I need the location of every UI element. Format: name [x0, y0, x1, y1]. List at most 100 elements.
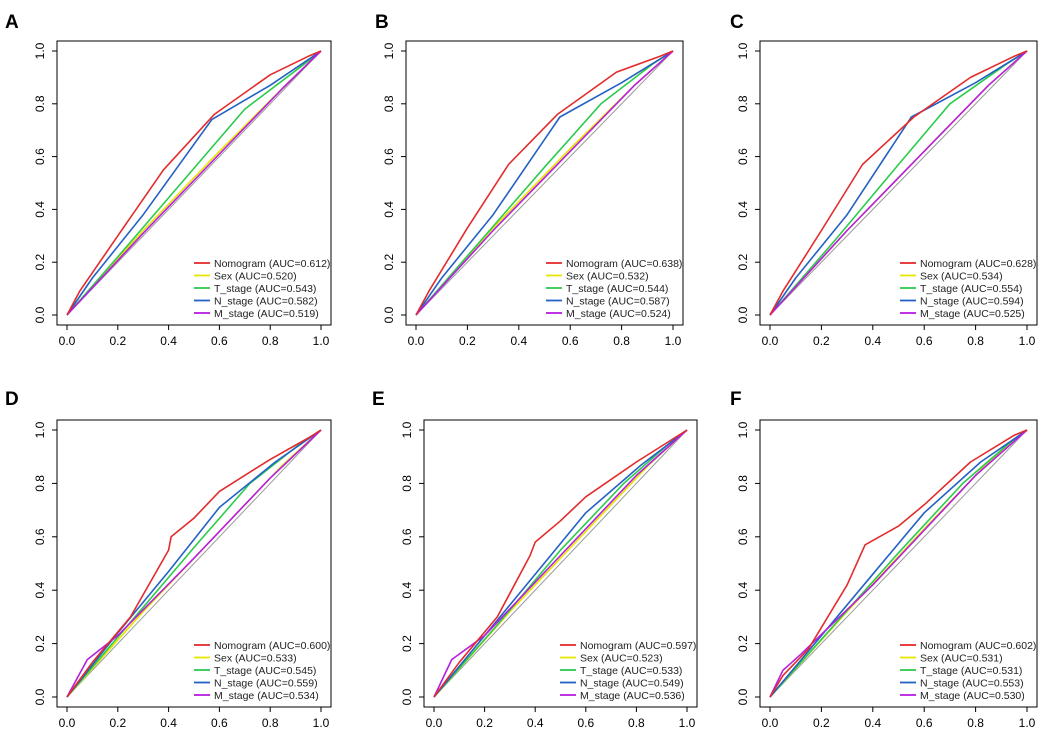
y-tick-label: 0.2 — [400, 635, 414, 652]
legend-label: M_stage (AUC=0.519) — [214, 308, 319, 320]
y-tick-label: 0.4 — [382, 201, 396, 218]
legend-label: M_stage (AUC=0.525) — [920, 308, 1025, 320]
roc-curve-m-stage — [433, 429, 688, 698]
roc-panel-f: F 0.0 0.2 0.4 0.6 0.8 1.0 0.0 0.2 0.4 0.6 0.8 1.0 Nom… — [730, 389, 1038, 730]
x-tick-label: 0.4 — [527, 716, 544, 730]
x-tick-label: 0.0 — [59, 716, 76, 730]
x-tick-label: 0.0 — [762, 334, 779, 348]
y-tick-label: 0.0 — [33, 306, 47, 323]
legend-label: N_stage (AUC=0.553) — [920, 677, 1024, 689]
legend-label: Sex (AUC=0.523) — [580, 652, 663, 664]
y-tick-label: 0.4 — [33, 582, 47, 599]
legend-box — [894, 636, 1034, 704]
legend: Nomogram (AUC=0.602)Sex (AUC=0.531)T_sta… — [894, 636, 1036, 704]
legend-label: Nomogram (AUC=0.597) — [580, 640, 696, 652]
x-tick-label: 0.4 — [160, 334, 177, 348]
y-tick-label: 1.0 — [736, 42, 750, 59]
roc-curve-nomogram — [769, 429, 1028, 698]
roc-curve-n-stage — [66, 50, 322, 316]
x-tick-label: 0.2 — [476, 716, 493, 730]
x-tick-label: 0.8 — [613, 334, 630, 348]
roc-curve-nomogram — [66, 50, 322, 316]
x-tick-label: 0.4 — [510, 334, 527, 348]
x-tick-label: 0.2 — [109, 334, 126, 348]
y-tick-label: 0.8 — [382, 95, 396, 112]
y-tick-label: 1.0 — [382, 42, 396, 59]
roc-curve-nomogram — [66, 429, 322, 698]
x-tick-label: 0.8 — [628, 716, 645, 730]
reference-diagonal — [433, 429, 688, 698]
x-tick-label: 0.6 — [916, 334, 933, 348]
legend: Nomogram (AUC=0.597)Sex (AUC=0.523)T_sta… — [554, 636, 696, 704]
legend-label: N_stage (AUC=0.582) — [214, 295, 318, 307]
plot-frame — [56, 419, 332, 708]
roc-curve-nomogram — [769, 50, 1028, 316]
y-tick-label: 0.2 — [33, 635, 47, 652]
panel-letter: A — [5, 12, 19, 33]
legend-label: Nomogram (AUC=0.602) — [920, 640, 1036, 652]
legend-label: T_stage (AUC=0.544) — [566, 283, 668, 295]
y-tick-label: 0.6 — [33, 528, 47, 545]
y-tick-label: 0.2 — [736, 254, 750, 271]
x-tick-label: 0.8 — [967, 716, 984, 730]
roc-curve-n-stage — [433, 429, 688, 698]
reference-diagonal — [769, 50, 1028, 316]
legend-label: Nomogram (AUC=0.628) — [920, 258, 1036, 270]
x-tick-label: 0.0 — [408, 334, 425, 348]
plot-frame — [759, 419, 1038, 708]
y-tick-label: 0.6 — [736, 528, 750, 545]
y-tick-label: 0.0 — [736, 688, 750, 705]
panel-letter: F — [730, 389, 742, 410]
legend-label: M_stage (AUC=0.536) — [580, 690, 685, 702]
legend-label: Nomogram (AUC=0.638) — [566, 258, 682, 270]
x-tick-label: 0.6 — [562, 334, 579, 348]
y-tick-label: 1.0 — [33, 421, 47, 438]
y-tick-label: 0.0 — [736, 306, 750, 323]
y-tick-label: 0.2 — [33, 254, 47, 271]
roc-curve-n-stage — [415, 50, 674, 316]
y-tick-label: 0.0 — [400, 688, 414, 705]
legend-label: Sex (AUC=0.531) — [920, 652, 1003, 664]
x-tick-label: 0.2 — [813, 716, 830, 730]
y-tick-label: 0.4 — [33, 201, 47, 218]
y-tick-label: 1.0 — [400, 421, 414, 438]
legend-label: N_stage (AUC=0.594) — [920, 295, 1024, 307]
legend-box — [554, 636, 694, 704]
roc-curve-m-stage — [769, 429, 1028, 698]
roc-curve-n-stage — [66, 429, 322, 698]
plot-frame — [759, 40, 1038, 326]
y-tick-label: 0.2 — [736, 635, 750, 652]
legend-label: T_stage (AUC=0.543) — [214, 283, 316, 295]
legend-label: Nomogram (AUC=0.612) — [214, 258, 330, 270]
y-tick-label: 0.8 — [736, 95, 750, 112]
legend-label: N_stage (AUC=0.559) — [214, 677, 318, 689]
x-tick-label: 0.4 — [160, 716, 177, 730]
x-tick-label: 0.6 — [211, 334, 228, 348]
roc-curve-nomogram — [415, 50, 674, 316]
y-tick-label: 0.6 — [736, 148, 750, 165]
x-tick-label: 1.0 — [313, 334, 330, 348]
roc-curve-m-stage — [66, 50, 322, 316]
x-tick-label: 1.0 — [1019, 716, 1036, 730]
x-tick-label: 0.4 — [864, 716, 881, 730]
legend-label: N_stage (AUC=0.549) — [580, 677, 684, 689]
roc-panel-d: D 0.0 0.2 0.4 0.6 0.8 1.0 0.0 0.2 0.4 0.6 0.8 1.0 Nom… — [5, 389, 332, 730]
legend-box — [188, 636, 328, 704]
y-tick-label: 0.6 — [33, 148, 47, 165]
x-tick-label: 0.6 — [211, 716, 228, 730]
y-tick-label: 0.6 — [400, 528, 414, 545]
roc-panel-a: A 0.0 0.2 0.4 0.6 0.8 1.0 0.0 0.2 0.4 0.6 0.8 1.0 Nom… — [5, 12, 332, 348]
reference-diagonal — [769, 429, 1028, 698]
roc-curve-t-stage — [66, 50, 322, 316]
legend-box — [540, 254, 680, 322]
x-tick-label: 0.8 — [262, 334, 279, 348]
legend-label: T_stage (AUC=0.554) — [920, 283, 1022, 295]
legend: Nomogram (AUC=0.600)Sex (AUC=0.533)T_sta… — [188, 636, 330, 704]
roc-panel-c: C 0.0 0.2 0.4 0.6 0.8 1.0 0.0 0.2 0.4 0.6 0.8 1.0 Nom… — [730, 12, 1038, 348]
y-tick-label: 0.8 — [33, 475, 47, 492]
x-tick-label: 1.0 — [665, 334, 682, 348]
legend-label: Sex (AUC=0.532) — [566, 270, 649, 282]
y-tick-label: 0.8 — [736, 475, 750, 492]
roc-curve-m-stage — [66, 429, 322, 698]
roc-panel-e: E 0.0 0.2 0.4 0.6 0.8 1.0 0.0 0.2 0.4 0.6 0.8 1.0 Nom… — [372, 389, 698, 730]
